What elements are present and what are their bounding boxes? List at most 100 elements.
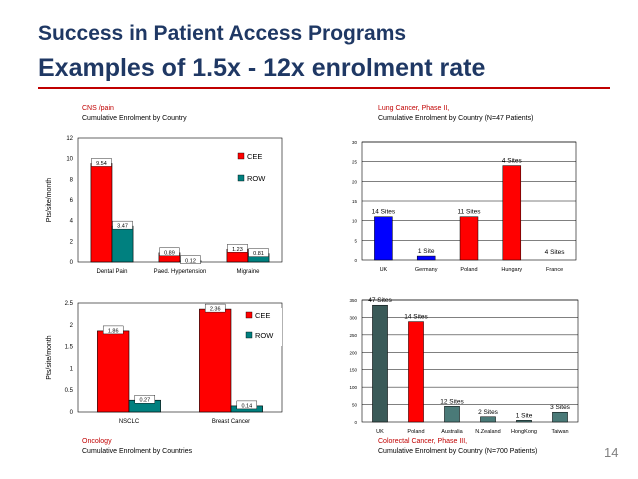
cns-chart-data-label-box xyxy=(248,248,269,257)
cns-chart-bar-row xyxy=(111,225,134,263)
cns-chart-y-tick-label: 0 xyxy=(70,260,74,266)
colorectal-chart-y-tick-label: 200 xyxy=(349,350,357,355)
colorectal-area-label: Colorectal Cancer, Phase III, xyxy=(378,438,468,445)
cns-chart-y-tick-label: 10 xyxy=(66,157,73,163)
lung-chart-x-tick-label: Poland xyxy=(460,267,477,273)
oncology-chart-y-tick-label: 2.5 xyxy=(65,301,74,307)
cns-chart-x-tick-label: Dental Pain xyxy=(96,269,127,275)
cns-chart-x-tick-label: Migraine xyxy=(236,269,260,275)
cns-chart-legend-swatch-row xyxy=(237,174,245,182)
colorectal-chart-y-tick-label: 300 xyxy=(349,315,357,320)
lung-area-label: Lung Cancer, Phase II, xyxy=(378,105,450,112)
slide-title-line2: Examples of 1.5x - 12x enrolment rate xyxy=(38,54,486,82)
oncology-chart-y-tick-label: 0.5 xyxy=(65,388,74,394)
colorectal-chart-x-tick-label: N.Zealand xyxy=(475,429,500,435)
cns-chart-data-label-box xyxy=(227,244,248,253)
oncology-chart-y-axis-label: Pts/site/month xyxy=(46,335,53,379)
lung-chart-bar xyxy=(374,216,393,261)
lung-chart-bar xyxy=(502,165,522,261)
colorectal-chart-y-tick-label: 350 xyxy=(349,298,357,303)
colorectal-chart-bar xyxy=(552,411,568,423)
oncology-chart-data-label-box xyxy=(236,400,258,410)
oncology-chart-x-tick-label: NSCLC xyxy=(119,419,140,425)
cns-chart-y-tick-label: 6 xyxy=(70,198,74,204)
oncology-chart-y-tick-label: 1.5 xyxy=(65,345,74,351)
lung-chart-bar xyxy=(459,216,479,261)
colorectal-chart-site-annotation: 47 Sites xyxy=(368,297,392,304)
colorectal-chart-y-tick-label: 100 xyxy=(349,385,357,390)
lung-chart-x-tick-label: UK xyxy=(380,267,388,273)
cns-chart-y-tick-label: 8 xyxy=(70,177,74,183)
oncology-chart-data-label: 0.14 xyxy=(241,403,252,409)
oncology-chart-legend-label-cee: CEE xyxy=(255,311,270,320)
colorectal-chart-bar xyxy=(444,406,460,423)
cns-chart-data-label-box xyxy=(180,255,201,264)
cns-chart-bar-cee xyxy=(90,163,113,263)
oncology-chart-data-label: 0.27 xyxy=(139,398,150,404)
lung-chart-y-tick-label: 5 xyxy=(354,238,357,243)
oncology-chart-x-tick-label: Breast Cancer xyxy=(212,419,250,425)
cns-chart-data-label: 9.54 xyxy=(96,161,107,167)
lung-chart-site-annotation: 4 Sites xyxy=(545,249,566,256)
oncology-chart-y-tick-label: 0 xyxy=(70,410,74,416)
lung-chart-y-tick-label: 10 xyxy=(352,219,358,224)
colorectal-chart-x-tick-label: HongKong xyxy=(511,429,537,435)
colorectal-chart-site-annotation: 14 Sites xyxy=(404,314,428,321)
cns-chart-data-label: 1.23 xyxy=(232,247,243,253)
oncology-chart-bar-cee xyxy=(199,308,232,413)
cns-area-label: CNS /pain xyxy=(82,105,114,112)
oncology-chart-legend-swatch-row xyxy=(245,331,253,339)
colorectal-chart-x-tick-label: UK xyxy=(376,429,384,435)
cns-chart-data-label: 3.47 xyxy=(117,224,128,230)
cns-chart-data-label-box xyxy=(91,158,112,167)
colorectal-caption: Colorectal Cancer, Phase III, Cumulative… xyxy=(378,437,537,457)
page-number: 14 xyxy=(604,445,619,460)
colorectal-chart-bar xyxy=(516,420,532,423)
lung-chart-y-tick-label: 15 xyxy=(352,199,358,204)
lung-chart-y-tick-label: 25 xyxy=(352,160,358,165)
lung-chart-site-annotation: 11 Sites xyxy=(457,209,481,216)
cns-caption: CNS /pain Cumulative Enrolment by Countr… xyxy=(82,104,187,124)
lung-chart-y-tick-label: 0 xyxy=(354,258,357,263)
colorectal-chart-y-tick-label: 250 xyxy=(349,333,357,338)
oncology-chart-data-label-box xyxy=(102,325,124,335)
colorectal-subtitle: Cumulative Enrolment by Country (N=700 P… xyxy=(378,448,538,455)
title-divider xyxy=(38,87,610,89)
cns-chart-legend-label-row: ROW xyxy=(247,174,266,183)
cns-chart-legend-swatch-cee xyxy=(237,152,245,160)
colorectal-chart-y-tick-label: 0 xyxy=(354,420,357,425)
oncology-chart-data-label-box xyxy=(134,395,156,404)
oncology-chart-data-label: 2.36 xyxy=(210,307,221,313)
cns-chart-data-label-box xyxy=(112,220,133,230)
lung-chart-x-tick-label: Hungary xyxy=(501,267,522,273)
colorectal-chart-x-tick-label: Australia xyxy=(441,429,463,435)
colorectal-chart-x-tick-label: Poland xyxy=(407,429,424,435)
colorectal-chart-y-tick-label: 50 xyxy=(352,403,358,408)
oncology-chart-y-tick-label: 2 xyxy=(70,323,74,329)
lung-chart-y-tick-label: 20 xyxy=(352,179,358,184)
lung-chart-x-tick-label: Germany xyxy=(415,267,438,273)
oncology-subtitle: Cumulative Enrolment by Countries xyxy=(82,448,193,455)
colorectal-chart-bar xyxy=(408,321,424,423)
colorectal-chart-bar xyxy=(480,416,496,423)
oncology-caption: Oncology Cumulative Enrolment by Countri… xyxy=(82,437,192,457)
colorectal-chart-bar xyxy=(372,304,388,423)
colorectal-chart-x-tick-label: Taiwan xyxy=(551,429,568,435)
oncology-chart-legend-label-row: ROW xyxy=(255,331,274,340)
lung-chart-y-tick-label: 30 xyxy=(352,140,358,145)
oncology-chart-legend-swatch-cee xyxy=(245,311,253,319)
colorectal-chart-site-annotation: 2 Sites xyxy=(478,409,499,416)
lung-chart-site-annotation: 1 Site xyxy=(418,248,435,255)
oncology-area-label: Oncology xyxy=(82,438,112,445)
lung-chart-site-annotation: 14 Sites xyxy=(372,209,396,216)
lung-caption: Lung Cancer, Phase II, Cumulative Enrolm… xyxy=(378,104,533,124)
lung-chart-x-tick-label: France xyxy=(546,267,563,273)
colorectal-chart-y-tick-label: 150 xyxy=(349,368,357,373)
colorectal-chart-site-annotation: 3 Sites xyxy=(550,404,571,411)
oncology-chart-bar-cee xyxy=(97,330,130,413)
colorectal-chart-plot-area xyxy=(361,299,579,423)
lung-chart-site-annotation: 4 Sites xyxy=(502,158,523,165)
cns-subtitle: Cumulative Enrolment by Country xyxy=(82,115,187,122)
colorectal-chart-site-annotation: 12 Sites xyxy=(440,398,464,405)
